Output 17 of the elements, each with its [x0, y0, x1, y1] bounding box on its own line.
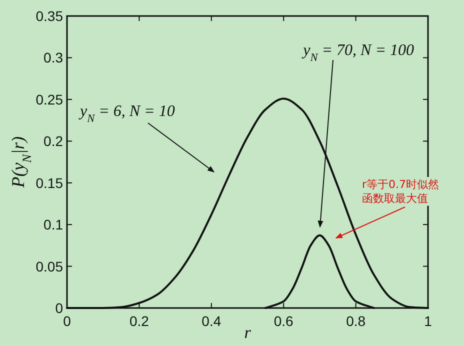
- annotation: y$_{N}$ = 70, N = 100: [303, 42, 414, 64]
- annotation: r等于0.7时似然函数取最大值: [361, 177, 440, 206]
- y-tick-label: 0.2: [44, 133, 64, 150]
- y-tick-label: 0.1: [44, 216, 64, 233]
- x-tick-label: 0.2: [129, 313, 150, 329]
- x-axis-title: r: [244, 323, 252, 342]
- x-tick-label: 0.8: [346, 313, 366, 329]
- y-tick-label: 0: [55, 300, 64, 316]
- y-tick-label: 0.05: [36, 258, 64, 274]
- x-tick-label: 1: [424, 313, 432, 329]
- x-tick-label: 0.4: [202, 313, 222, 329]
- x-tick-label: 0.6: [274, 313, 294, 329]
- annotation: y$_{N}$ = 6, N = 10: [80, 103, 175, 125]
- y-tick-label: 0.15: [36, 174, 64, 191]
- y-tick-label: 0.25: [36, 91, 64, 108]
- y-tick-label: 0.3: [44, 50, 64, 66]
- y-tick-label: 0.35: [36, 8, 64, 24]
